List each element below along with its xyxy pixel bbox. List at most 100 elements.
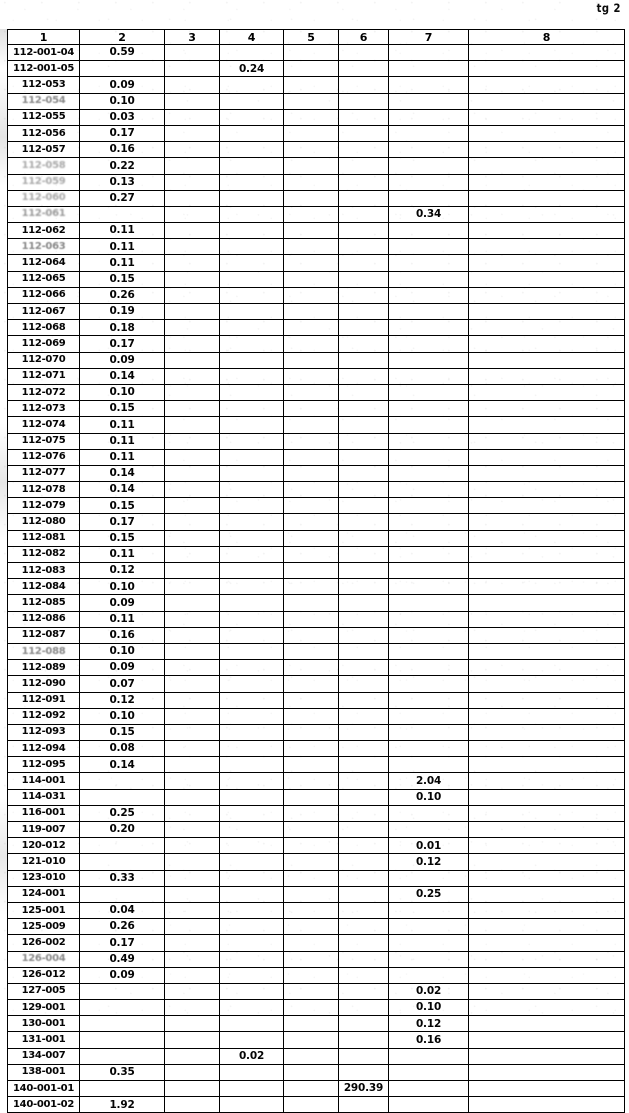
cell-col-8 xyxy=(468,124,625,143)
cell-col-4 xyxy=(219,254,284,272)
cell-col-6 xyxy=(338,1063,389,1082)
cell-col-6 xyxy=(338,804,389,823)
cell-col-4 xyxy=(219,238,284,256)
cell-col-8 xyxy=(468,286,625,305)
row-id-cell: 112-087 xyxy=(7,626,80,644)
cell-col-8 xyxy=(468,691,625,709)
cell-col-6 xyxy=(338,740,389,758)
cell-col-7 xyxy=(388,351,469,369)
cell-col-7: 0.02 xyxy=(388,982,469,1001)
cell-col-6 xyxy=(338,756,389,774)
cell-col-4 xyxy=(219,319,284,337)
cell-col-7 xyxy=(388,189,469,207)
cell-col-2: 0.12 xyxy=(79,691,165,709)
cell-col-4 xyxy=(219,820,284,839)
cell-col-8 xyxy=(468,982,625,1001)
table-row: 112-084 0.10 xyxy=(7,578,625,596)
cell-col-8 xyxy=(468,626,625,644)
cell-col-4 xyxy=(219,302,284,321)
cell-col-6 xyxy=(338,335,389,353)
row-id-cell: 112-095 xyxy=(7,756,80,774)
cell-col-3 xyxy=(164,820,220,839)
cell-col-2: 0.59 xyxy=(79,43,165,62)
cell-col-4 xyxy=(219,626,284,644)
cell-col-2: 0.17 xyxy=(79,513,165,531)
cell-col-6 xyxy=(338,853,389,871)
cell-col-2 xyxy=(79,788,165,806)
cell-col-4 xyxy=(219,1096,284,1113)
cell-col-6 xyxy=(338,788,389,806)
cell-col-7 xyxy=(388,659,469,677)
cell-col-5 xyxy=(283,740,339,758)
cell-col-4 xyxy=(219,578,284,596)
cell-col-4 xyxy=(219,351,284,369)
cell-col-2: 0.10 xyxy=(79,642,165,661)
cell-col-7 xyxy=(388,270,469,288)
cell-col-4 xyxy=(219,448,284,466)
cell-col-5 xyxy=(283,254,339,272)
cell-col-5 xyxy=(283,723,339,742)
row-id-cell: 112-062 xyxy=(7,222,80,240)
cell-col-3 xyxy=(164,1031,220,1049)
cell-col-7: 0.16 xyxy=(388,1031,469,1049)
cell-col-3 xyxy=(164,432,220,450)
cell-col-4 xyxy=(219,205,284,224)
row-id-cell: 112-091 xyxy=(7,691,80,709)
table-row: 124-001 0.25 xyxy=(7,885,625,903)
cell-col-7 xyxy=(388,740,469,758)
cell-col-4 xyxy=(219,367,284,385)
cell-col-2: 0.15 xyxy=(79,400,165,418)
cell-col-2: 0.09 xyxy=(79,76,165,94)
cell-col-7 xyxy=(388,561,469,580)
cell-col-5 xyxy=(283,1031,339,1049)
cell-col-6 xyxy=(338,675,389,693)
row-id-cell: 112-054 xyxy=(7,92,80,110)
cell-col-2: 0.11 xyxy=(79,222,165,240)
row-id-cell: 129-001 xyxy=(7,999,80,1017)
cell-col-6 xyxy=(338,222,389,240)
table-row: 112-071 0.14 xyxy=(7,367,625,385)
cell-col-7 xyxy=(388,286,469,305)
cell-col-2 xyxy=(79,885,165,903)
cell-col-6 xyxy=(338,1031,389,1049)
row-id-cell: 112-001-04 xyxy=(7,43,80,62)
cell-col-3 xyxy=(164,642,220,661)
row-id-cell: 112-066 xyxy=(7,286,80,305)
cell-col-8 xyxy=(468,561,625,580)
cell-col-3 xyxy=(164,901,220,920)
cell-col-8 xyxy=(468,319,625,337)
table-row: 112-061 0.34 xyxy=(7,205,625,224)
cell-col-5 xyxy=(283,173,339,191)
cell-col-2: 0.49 xyxy=(79,950,165,968)
cell-col-7 xyxy=(388,43,469,62)
cell-col-2 xyxy=(79,1079,165,1098)
cell-col-6 xyxy=(338,918,389,936)
page-marker: tg 2 xyxy=(596,3,621,16)
cell-col-5 xyxy=(283,481,339,499)
table-row: 114-001 2.04 xyxy=(7,772,625,790)
cell-col-6 xyxy=(338,481,389,499)
cell-col-8 xyxy=(468,723,625,742)
cell-col-8 xyxy=(468,675,625,693)
cell-col-8 xyxy=(468,254,625,272)
cell-col-7 xyxy=(388,804,469,823)
cell-col-6 xyxy=(338,238,389,256)
row-id-cell: 112-082 xyxy=(7,545,80,564)
cell-col-5 xyxy=(283,659,339,677)
cell-col-3 xyxy=(164,286,220,305)
cell-col-3 xyxy=(164,222,220,240)
cell-col-3 xyxy=(164,1096,220,1113)
cell-col-6 xyxy=(338,351,389,369)
cell-col-6 xyxy=(338,545,389,564)
cell-col-4 xyxy=(219,141,284,159)
cell-col-4 xyxy=(219,691,284,709)
cell-col-8 xyxy=(468,189,625,207)
cell-col-8 xyxy=(468,367,625,385)
cell-col-8 xyxy=(468,707,625,725)
cell-col-3 xyxy=(164,529,220,547)
row-id-cell: 119-007 xyxy=(7,820,80,839)
table-row: 112-077 0.14 xyxy=(7,464,625,483)
cell-col-2: 0.22 xyxy=(79,157,165,175)
cell-col-7 xyxy=(388,383,469,402)
table-row: 112-064 0.11 xyxy=(7,254,625,272)
